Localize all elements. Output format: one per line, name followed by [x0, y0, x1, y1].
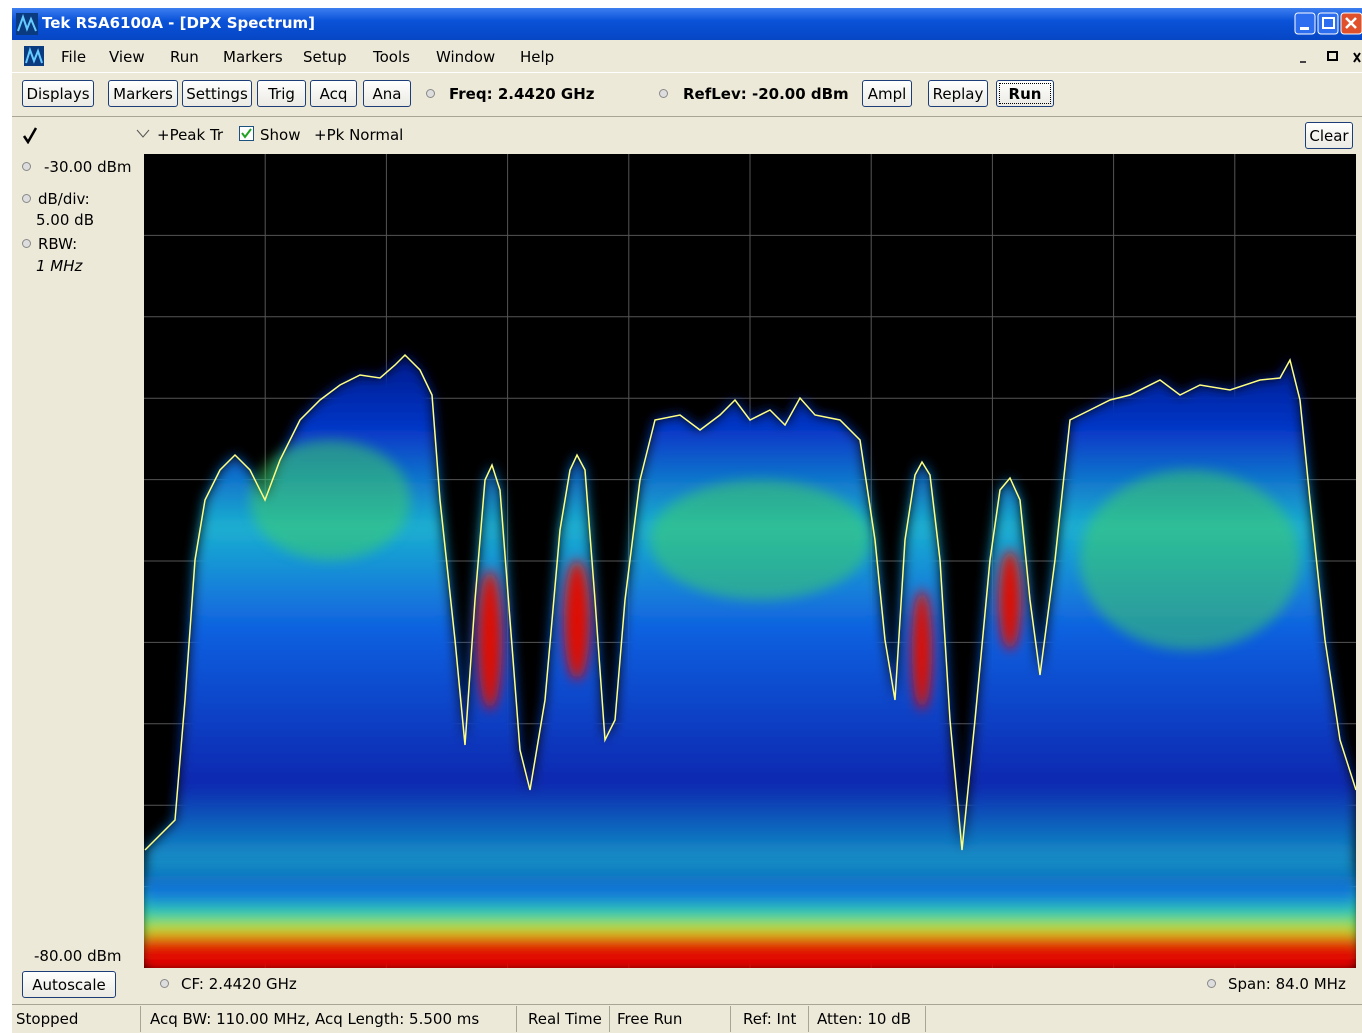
menu-item[interactable]: Run [170, 48, 199, 66]
indicator [22, 194, 31, 203]
toolbar-button[interactable]: Replay [928, 80, 988, 107]
check-icon[interactable] [22, 126, 38, 144]
autoscale-button[interactable]: Autoscale [22, 971, 116, 998]
toolbar-button[interactable]: Ana [363, 80, 411, 107]
menu-item[interactable]: File [61, 48, 86, 66]
status-item: Atten: 10 dB [817, 1010, 911, 1028]
separator [140, 1006, 141, 1032]
menu-item[interactable]: Markers [223, 48, 283, 66]
menu-item[interactable]: Tools [373, 48, 410, 66]
menu-item[interactable]: Window [436, 48, 495, 66]
indicator [1207, 979, 1216, 988]
indicator [160, 979, 169, 988]
indicator [659, 89, 668, 98]
app-icon [16, 13, 38, 35]
toolbar-button[interactable]: Acq [310, 80, 357, 107]
toolbar-button[interactable]: Ampl [862, 80, 912, 107]
ref-level[interactable]: -30.00 dBm [44, 158, 132, 176]
status-item: Free Run [617, 1010, 682, 1028]
separator [12, 1004, 1362, 1005]
app-window: {"window":{"title":"Tek RSA6100A - [DPX … [0, 0, 1362, 1033]
dropdown-arrow[interactable] [136, 129, 150, 139]
separator [516, 1006, 517, 1032]
freq-readout[interactable]: Freq: 2.4420 GHz [449, 85, 595, 103]
run-button[interactable]: Run [996, 80, 1054, 107]
indicator [426, 89, 435, 98]
status-item: Ref: Int [743, 1010, 796, 1028]
clear-button[interactable]: Clear [1305, 122, 1353, 149]
span[interactable]: Span: 84.0 MHz [1228, 975, 1346, 993]
toolbar-button[interactable]: Trig [257, 80, 306, 107]
separator [12, 72, 1362, 73]
rbw-label: RBW: [38, 235, 77, 253]
status-item: Stopped [16, 1010, 78, 1028]
menu-icon[interactable] [24, 46, 44, 66]
status-item: Real Time [528, 1010, 602, 1028]
rbw-value[interactable]: 1 MHz [36, 257, 82, 275]
window-controls[interactable] [1294, 12, 1362, 36]
separator [12, 116, 1362, 117]
menu-item[interactable]: Help [520, 48, 554, 66]
separator [609, 1006, 610, 1032]
menu-item[interactable]: View [109, 48, 145, 66]
detection-mode[interactable]: +Pk Normal [314, 126, 403, 144]
menu-item[interactable]: Setup [303, 48, 347, 66]
separator [808, 1006, 809, 1032]
reflev-readout[interactable]: RefLev: -20.00 dBm [683, 85, 849, 103]
trace-select[interactable]: +Peak Tr [157, 126, 223, 144]
toolbar-button[interactable]: Displays [22, 80, 94, 107]
scale-label: dB/div: [38, 190, 90, 208]
show-label[interactable]: Show [260, 126, 300, 144]
toolbar-button[interactable]: Settings [182, 80, 252, 107]
show-checkbox[interactable] [239, 126, 255, 142]
indicator [22, 239, 31, 248]
separator [925, 1006, 926, 1032]
toolbar-button[interactable]: Markers [108, 80, 178, 107]
bottom-level: -80.00 dBm [34, 947, 122, 965]
window-title: Tek RSA6100A - [DPX Spectrum] [42, 14, 315, 32]
scale-value[interactable]: 5.00 dB [36, 211, 94, 229]
indicator [22, 162, 31, 171]
status-item: Acq BW: 110.00 MHz, Acq Length: 5.500 ms [150, 1010, 479, 1028]
separator [730, 1006, 731, 1032]
mdi-controls[interactable] [1298, 50, 1362, 66]
dpx-display [144, 154, 1356, 968]
center-frequency[interactable]: CF: 2.4420 GHz [181, 975, 297, 993]
